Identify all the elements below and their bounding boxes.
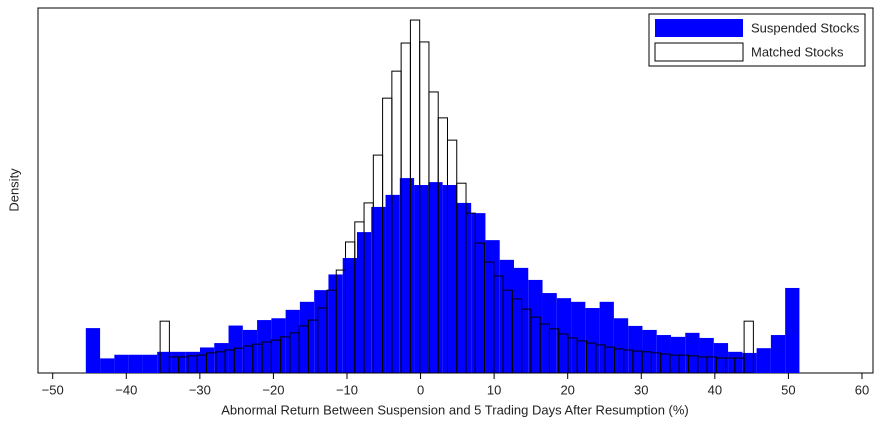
bar — [128, 354, 143, 373]
legend-label: Suspended Stocks — [751, 20, 860, 35]
legend-swatch — [655, 19, 743, 37]
bar — [699, 337, 714, 373]
bar — [371, 206, 386, 373]
bar — [85, 328, 101, 373]
x-tick-label: 30 — [634, 382, 648, 397]
x-tick-label: 60 — [855, 382, 869, 397]
histogram — [85, 19, 800, 374]
bar — [199, 347, 215, 373]
x-tick-label: 0 — [417, 382, 424, 397]
bar — [770, 335, 786, 373]
bar — [585, 308, 600, 373]
x-tick-label: −20 — [262, 382, 284, 397]
x-tick-label: −40 — [115, 382, 137, 397]
bar — [442, 185, 457, 373]
bar — [471, 213, 486, 373]
bar — [456, 202, 472, 373]
bar — [285, 309, 300, 373]
bar — [485, 240, 500, 373]
bar — [743, 320, 754, 374]
x-tick-label: −10 — [336, 382, 358, 397]
bar — [257, 320, 272, 373]
x-tick-label: 10 — [487, 382, 501, 397]
bar — [599, 301, 614, 373]
bar — [185, 351, 200, 373]
bar — [271, 318, 286, 373]
bar — [242, 329, 258, 373]
bar — [214, 343, 229, 373]
bar — [142, 354, 158, 373]
bar — [499, 259, 514, 373]
bar — [399, 178, 415, 373]
x-axis-label: Abnormal Return Between Suspension and 5… — [221, 402, 689, 417]
bar — [571, 301, 586, 373]
legend: Suspended Stocks Matched Stocks — [648, 13, 866, 67]
bar — [328, 274, 343, 373]
bar — [428, 182, 443, 373]
bar — [299, 301, 315, 373]
bar — [528, 279, 543, 373]
bar — [628, 325, 643, 373]
legend-label: Matched Stocks — [751, 44, 844, 59]
y-axis-label: Density — [6, 168, 21, 212]
legend-swatch — [654, 42, 744, 62]
bar — [513, 267, 529, 373]
bar — [785, 287, 800, 373]
bar — [100, 358, 115, 373]
bar — [385, 194, 400, 373]
bar — [314, 290, 329, 373]
bar — [114, 354, 129, 373]
x-tick-label: 50 — [781, 382, 795, 397]
bar — [613, 318, 629, 373]
bar — [414, 185, 429, 373]
bar — [228, 325, 243, 373]
x-tick-label: −30 — [189, 382, 211, 397]
x-tick-label: −50 — [42, 382, 64, 397]
x-tick-label: 20 — [560, 382, 574, 397]
bar — [159, 320, 170, 374]
bar — [342, 258, 357, 373]
bar — [756, 348, 771, 373]
x-tick-label: 40 — [708, 382, 722, 397]
bar — [157, 351, 172, 373]
